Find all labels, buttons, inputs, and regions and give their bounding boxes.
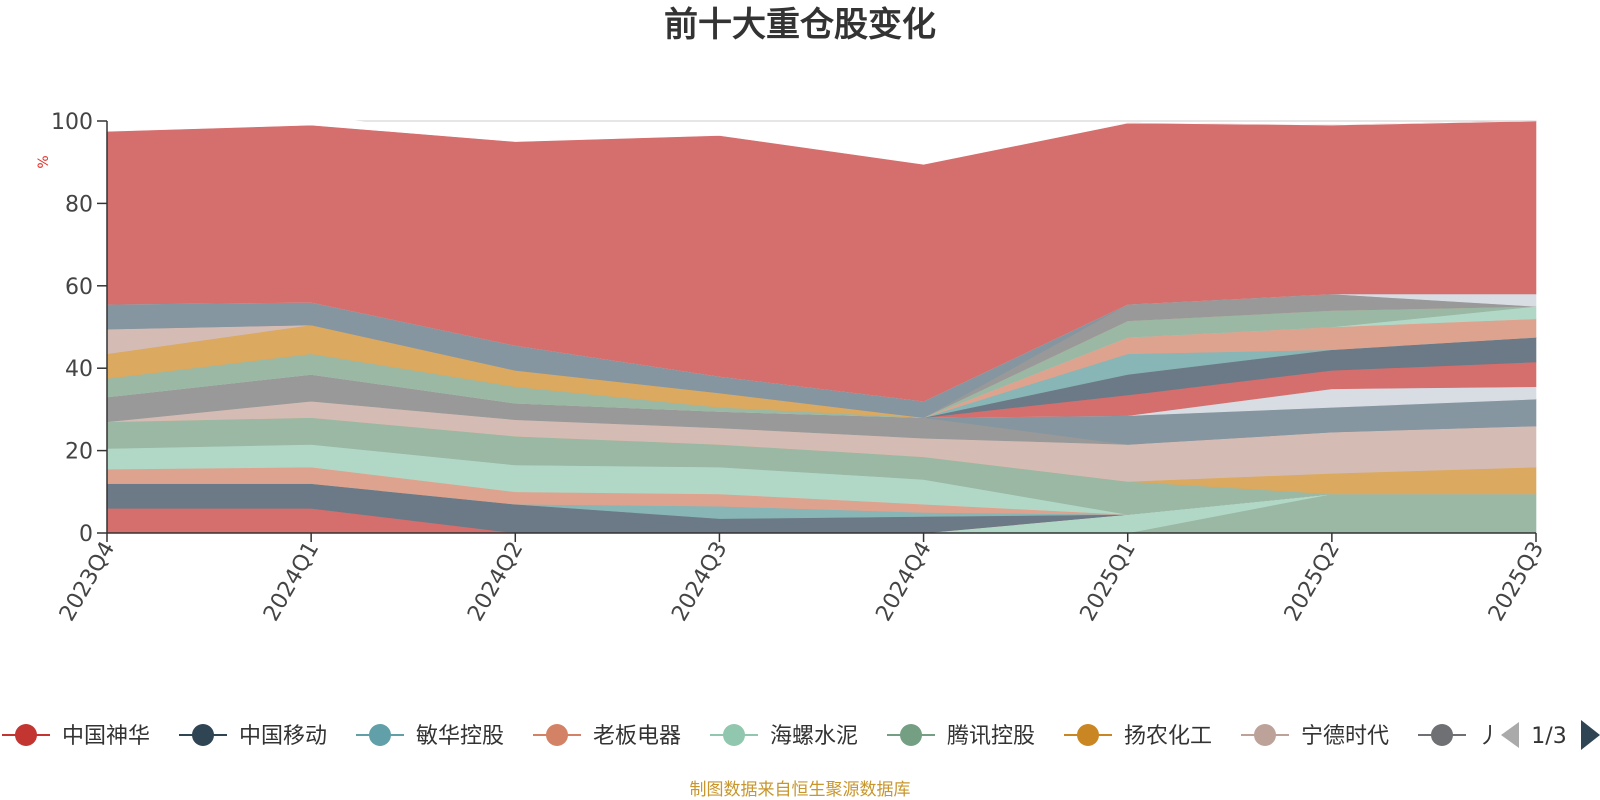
x-tick-label: 2024Q2 — [463, 538, 528, 626]
y-axis-ticks: 0 20 40 60 80 100 — [51, 110, 107, 547]
legend-prev-arrow-icon[interactable] — [1501, 722, 1519, 748]
legend-marker-icon — [1254, 724, 1276, 746]
legend-label: 老板电器 — [593, 724, 681, 749]
legend-item[interactable]: 中国移动 — [179, 724, 327, 749]
y-tick-label: 100 — [51, 110, 93, 135]
chart-title: 前十大重仓股变化 — [664, 5, 936, 45]
axes — [106, 121, 1536, 534]
area-series — [106, 116, 1537, 534]
legend-item[interactable]: 腾讯控股 — [887, 724, 1035, 749]
legend-item[interactable]: 中国神华 — [2, 724, 150, 749]
legend-next-arrow-icon[interactable] — [1581, 720, 1600, 750]
legend: 中国神华 中国移动 敏华控股 老板电器 海螺水泥 腾讯控股 扬农化工 宁德时代 丿 — [2, 724, 1500, 749]
y-tick-label: 20 — [65, 440, 93, 465]
legend-marker-icon — [900, 724, 922, 746]
legend-marker-icon — [723, 724, 745, 746]
x-tick-label: 2025Q3 — [1484, 538, 1549, 626]
x-tick-label: 2023Q4 — [55, 538, 120, 626]
legend-marker-icon — [15, 724, 37, 746]
data-source-note: 制图数据来自恒生聚源数据库 — [690, 780, 911, 800]
x-tick-label: 2025Q1 — [1076, 538, 1141, 626]
x-tick-label: 2024Q1 — [259, 538, 324, 626]
legend-marker-icon — [1431, 724, 1453, 746]
x-tick-label: 2024Q3 — [667, 538, 732, 626]
legend-label: 腾讯控股 — [947, 724, 1035, 749]
y-tick-label: 80 — [65, 192, 93, 217]
legend-marker-icon — [1077, 724, 1099, 746]
x-axis-ticks: 2023Q4 2024Q1 2024Q2 2024Q3 2024Q4 2025Q1 2025… — [55, 533, 1549, 626]
legend-label: 中国移动 — [239, 724, 327, 749]
x-tick-label: 2025Q2 — [1280, 538, 1345, 626]
legend-item[interactable]: 老板电器 — [533, 724, 681, 749]
legend-item[interactable]: 海螺水泥 — [710, 724, 858, 749]
y-tick-label: 0 — [79, 522, 93, 547]
legend-label: 扬农化工 — [1124, 724, 1212, 749]
legend-label: 宁德时代 — [1301, 724, 1389, 749]
y-tick-label: 40 — [65, 357, 93, 382]
legend-item[interactable]: 丿 — [1418, 724, 1500, 749]
legend-label: 中国神华 — [62, 724, 150, 749]
legend-item[interactable]: 敏华控股 — [356, 724, 504, 749]
y-tick-label: 60 — [65, 275, 93, 300]
legend-page-indicator: 1/3 — [1531, 724, 1566, 749]
legend-item[interactable]: 宁德时代 — [1241, 724, 1389, 749]
y-axis-label: % — [36, 155, 52, 168]
legend-marker-icon — [546, 724, 568, 746]
legend-item[interactable]: 扬农化工 — [1064, 724, 1212, 749]
legend-label: 敏华控股 — [416, 724, 504, 749]
area-band-25 — [106, 116, 1537, 165]
x-tick-label: 2024Q4 — [871, 538, 936, 626]
legend-marker-icon — [192, 724, 214, 746]
legend-marker-icon — [369, 724, 391, 746]
legend-label: 丿 — [1478, 724, 1500, 749]
legend-label: 海螺水泥 — [770, 724, 858, 749]
legend-pager: 1/3 — [1501, 720, 1600, 750]
